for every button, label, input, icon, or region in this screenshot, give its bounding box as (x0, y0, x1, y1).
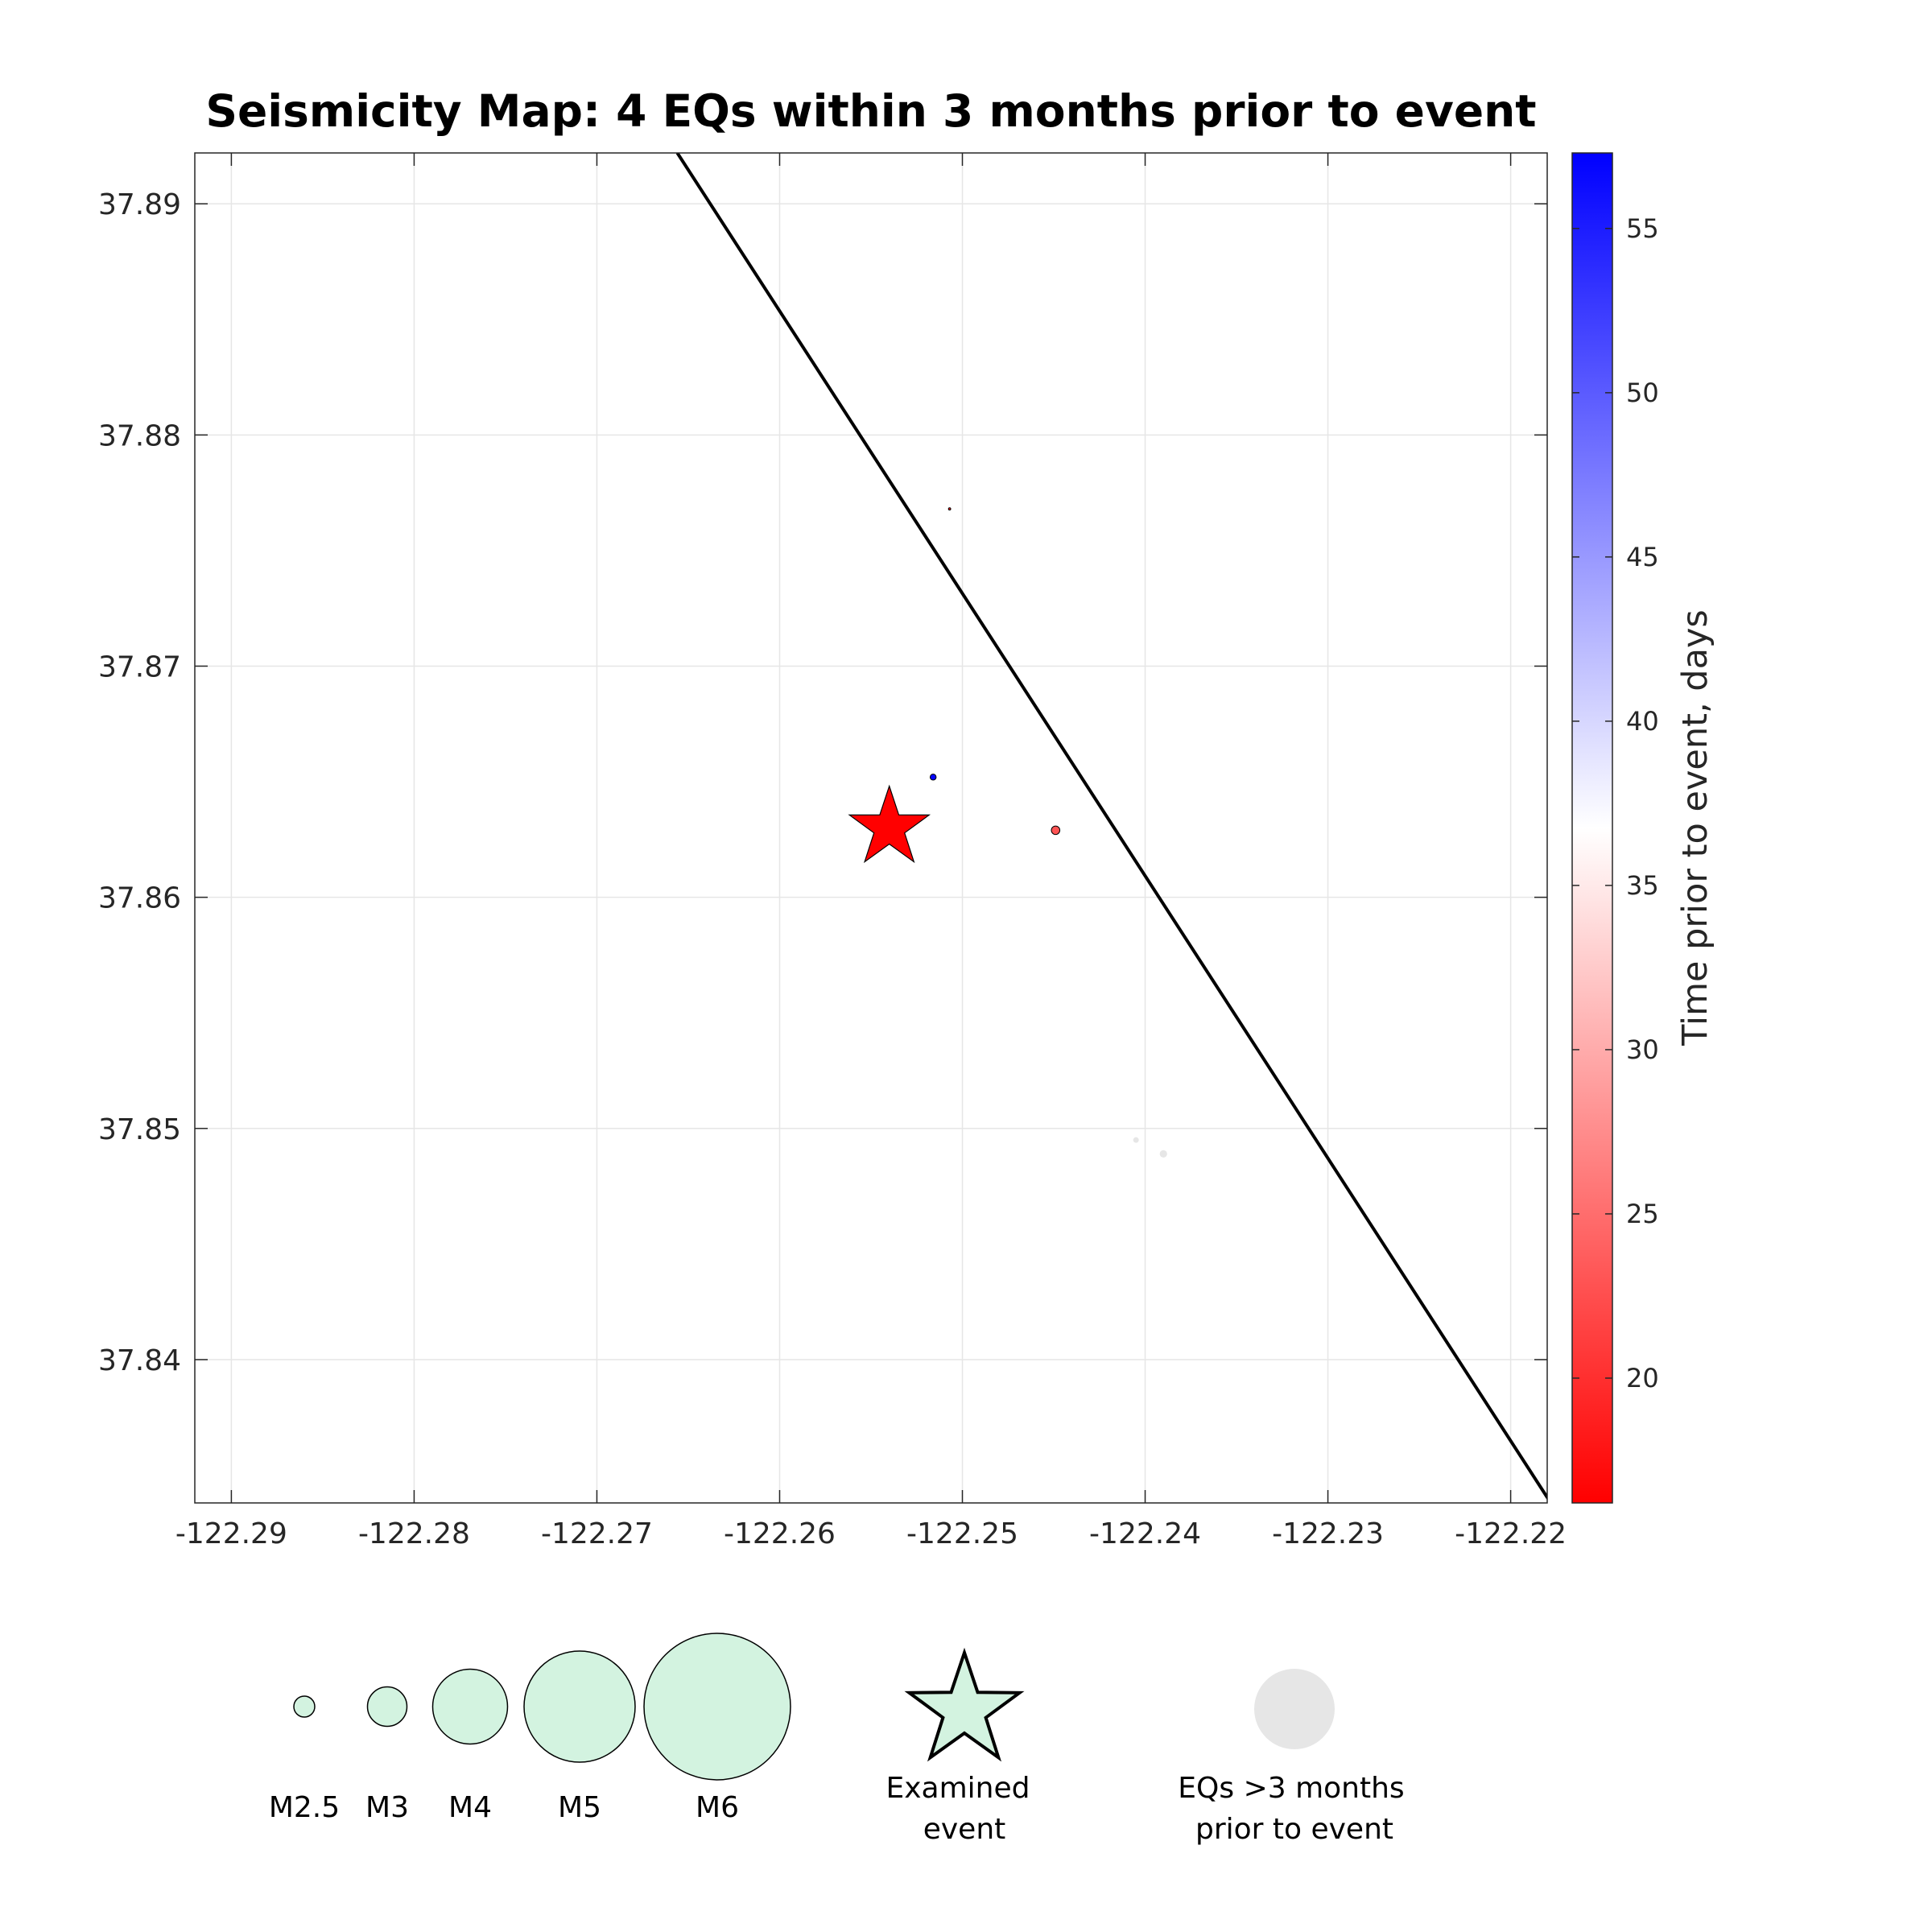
legend-examined-label-line1: Examined (886, 1772, 1030, 1805)
x-tick-label: -122.22 (1455, 1517, 1567, 1550)
examined-event-star (848, 784, 931, 864)
earthquake-point (929, 774, 937, 781)
y-tick-label: 37.87 (98, 650, 181, 683)
colorbar-tick-label: 40 (1626, 706, 1659, 737)
x-tick-label: -122.29 (175, 1517, 287, 1550)
x-tick-label: -122.24 (1089, 1517, 1201, 1550)
earthquake-point (1051, 825, 1061, 836)
legend-old-label-line1: EQs >3 months (1178, 1772, 1404, 1805)
colorbar-gradient (1572, 153, 1612, 1503)
legend-magnitude-label: M5 (558, 1791, 601, 1824)
colorbar: 20 25 30 35 40 45 50 55 Time prior to event, da… (1571, 152, 1715, 1504)
plot-content (675, 153, 1547, 1501)
colorbar-tick-label: 30 (1626, 1034, 1659, 1065)
legend-magnitude-circle (431, 1668, 509, 1745)
axis-ticks (195, 153, 1547, 1503)
colorbar-tick-label: 35 (1626, 870, 1659, 901)
legend-magnitude-circle (366, 1686, 408, 1728)
grid-lines (195, 153, 1547, 1503)
colorbar-ticks: 20 25 30 35 40 45 50 55 (1572, 213, 1659, 1393)
legend-magnitude-circle (523, 1650, 636, 1763)
legend-magnitude-circle (293, 1695, 316, 1718)
colorbar-tick-label: 20 (1626, 1363, 1659, 1393)
y-tick-label: 37.88 (98, 419, 181, 452)
legend-magnitude-label: M2.5 (269, 1791, 340, 1824)
legend-magnitude-label: M4 (448, 1791, 492, 1824)
y-tick-labels: 37.84 37.85 37.86 37.87 37.88 37.89 (98, 188, 181, 1377)
colorbar-label: Time prior to event, days (1675, 609, 1715, 1046)
fault-line (675, 153, 1547, 1501)
y-tick-label: 37.86 (98, 882, 181, 915)
legend: M2.5 M3 M4 M5 M6 Examined event EQs >3 months pr… (269, 1633, 1405, 1846)
x-tick-label: -122.27 (541, 1517, 653, 1550)
y-tick-label: 37.85 (98, 1113, 181, 1146)
x-tick-labels: -122.29 -122.28 -122.27 -122.26 -122.25 -122.… (175, 1517, 1567, 1550)
legend-examined-star (904, 1647, 1025, 1762)
chart-title: Seismicity Map: 4 EQs within 3 months pr… (205, 85, 1536, 137)
colorbar-frame (1571, 152, 1613, 1504)
x-tick-label: -122.28 (358, 1517, 470, 1550)
colorbar-tick-label: 25 (1626, 1199, 1659, 1229)
colorbar-tick-label: 45 (1626, 542, 1659, 572)
old-earthquake-point (1159, 1150, 1167, 1158)
legend-magnitude-label: M3 (365, 1791, 409, 1824)
legend-old-label-line2: prior to event (1195, 1813, 1393, 1846)
old-earthquake-point (1133, 1137, 1139, 1143)
earthquake-point (947, 507, 952, 511)
legend-examined-label-line2: event (923, 1813, 1006, 1846)
plot-frame (194, 152, 1548, 1504)
colorbar-tick-label: 55 (1626, 213, 1659, 244)
colorbar-tick-label: 50 (1626, 378, 1659, 408)
legend-magnitude-label: M6 (696, 1791, 739, 1824)
legend-old-events-circle (1254, 1669, 1335, 1749)
x-tick-label: -122.23 (1272, 1517, 1384, 1550)
x-tick-label: -122.25 (906, 1517, 1018, 1550)
y-tick-label: 37.89 (98, 188, 181, 221)
x-tick-label: -122.26 (724, 1517, 836, 1550)
y-tick-label: 37.84 (98, 1344, 181, 1377)
legend-magnitude-circle (643, 1633, 791, 1781)
